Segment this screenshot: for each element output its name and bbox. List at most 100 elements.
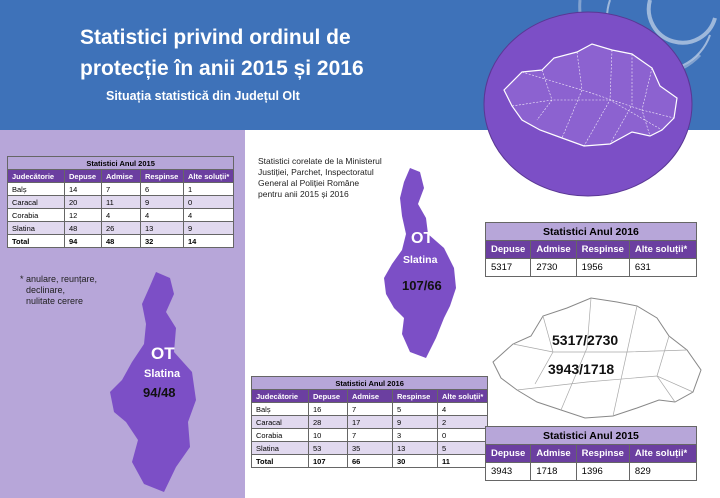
cell: 48 [64,221,102,235]
table-row-total: Total 94 48 32 14 [7,234,235,248]
cell: 5 [392,402,438,416]
cell: 30 [392,454,438,468]
olt-county-shape-center [384,168,456,358]
cell: 48 [101,234,141,248]
correlated-sources-note: Statistici corelate de la Ministerul Jus… [258,156,382,200]
cell: 12 [64,208,102,222]
county-ratio-center: 107/66 [402,278,442,293]
table-row: Balș 14 7 6 1 [7,182,235,196]
cell: 5317 [484,258,532,277]
page-title-line2: protecție în anii 2015 și 2016 [80,57,364,80]
cell: 4 [140,208,184,222]
col-header: Judecătorie [7,169,65,183]
cell: 7 [101,182,141,196]
cell: 829 [628,462,697,481]
cell: 6 [140,182,184,196]
col-header: Admise [347,389,393,403]
cell: 32 [140,234,184,248]
cell: 7 [347,402,393,416]
cell: 1 [182,182,235,196]
cell: 20 [64,195,102,209]
cell: 2 [436,415,489,429]
cell: 17 [347,415,393,429]
table-row: 5317 2730 1956 631 [484,258,697,277]
cell: 9 [140,195,184,209]
cell: 1718 [530,462,577,481]
note-line: General al Poliției Române [258,178,360,188]
col-header: Alte soluții* [628,444,697,463]
table-caption: Statistici Anul 2016 [485,222,697,241]
cell: 0 [436,428,489,442]
col-header: Depuse [484,444,532,463]
cell: 53 [308,441,348,455]
table-row: Balș 16 7 5 4 [251,402,489,416]
table-row: 3943 1718 1396 829 [484,462,697,481]
table-row: Caracal 28 17 9 2 [251,415,489,429]
romania-map [492,297,702,419]
col-header: Depuse [64,169,102,183]
col-header: Alte soluții* [182,169,235,183]
cell: Caracal [251,415,309,429]
col-header: Alte soluții* [436,389,489,403]
table-2015-national: Statistici Anul 2015 Depuse Admise Respi… [484,426,697,481]
cell: Slatina [7,221,65,235]
cell: 94 [64,234,102,248]
cell: 1956 [575,258,630,277]
cell: Slatina [251,441,309,455]
cell: 10 [308,428,348,442]
page-subtitle: Situația statistică din Județul Olt [106,89,300,103]
cell: Balș [7,182,65,196]
note-line: Statistici corelate de la Ministerul [258,156,382,166]
footnote: * anulare, reunțare, declinare, nulitate… [20,274,97,307]
cell: 66 [347,454,393,468]
county-code-left: OT [151,344,175,363]
cell: 1396 [575,462,630,481]
table-caption: Statistici Anul 2016 [250,376,489,390]
col-header: Respinse [575,240,630,259]
cell: Total [251,454,309,468]
table-caption: Statistici Anul 2015 [485,426,697,445]
col-header: Depuse [308,389,348,403]
cell: 28 [308,415,348,429]
county-ratio-left: 94/48 [143,385,176,400]
col-header: Respinse [140,169,184,183]
cell: 13 [392,441,438,455]
cell: 11 [101,195,141,209]
cell: Corabia [7,208,65,222]
col-header: Respinse [575,444,630,463]
map-ratio-2016: 5317/2730 [552,332,619,348]
footnote-line: nulitate cerere [26,296,84,306]
map-ratio-2015: 3943/1718 [548,361,615,377]
cell: 5 [436,441,489,455]
cell: 26 [101,221,141,235]
cell: 9 [182,221,235,235]
cell: 0 [182,195,235,209]
table-caption: Statistici Anul 2015 [6,156,235,170]
cell: 4 [436,402,489,416]
cell: 9 [392,415,438,429]
note-line: Justiției, Parchet, Inspectoratul [258,167,374,177]
table-2016-national: Statistici Anul 2016 Depuse Admise Respi… [484,222,697,277]
table-row-total: Total 107 66 30 11 [251,454,489,468]
olt-county-shape-left [110,272,196,492]
county-city-left: Slatina [144,368,181,380]
col-header: Respinse [392,389,438,403]
table-row: Corabia 12 4 4 4 [7,208,235,222]
cell: 631 [628,258,697,277]
page-title-line1: Statistici privind ordinul de [80,26,351,49]
cell: 4 [182,208,235,222]
county-code-center: OT [411,230,434,247]
col-header: Alte soluții* [628,240,697,259]
table-row: Slatina 53 35 13 5 [251,441,489,455]
cell: 3 [392,428,438,442]
cell: 4 [101,208,141,222]
table-2015-county: Statistici Anul 2015 Judecătorie Depuse … [6,156,235,248]
table-row: Corabia 10 7 3 0 [251,428,489,442]
county-city-center: Slatina [403,254,438,266]
romania-circle-map [483,11,693,197]
cell: 107 [308,454,348,468]
cell: 14 [64,182,102,196]
footnote-line: * anulare, reunțare, [20,274,98,284]
table-row: Caracal 20 11 9 0 [7,195,235,209]
cell: 11 [436,454,489,468]
